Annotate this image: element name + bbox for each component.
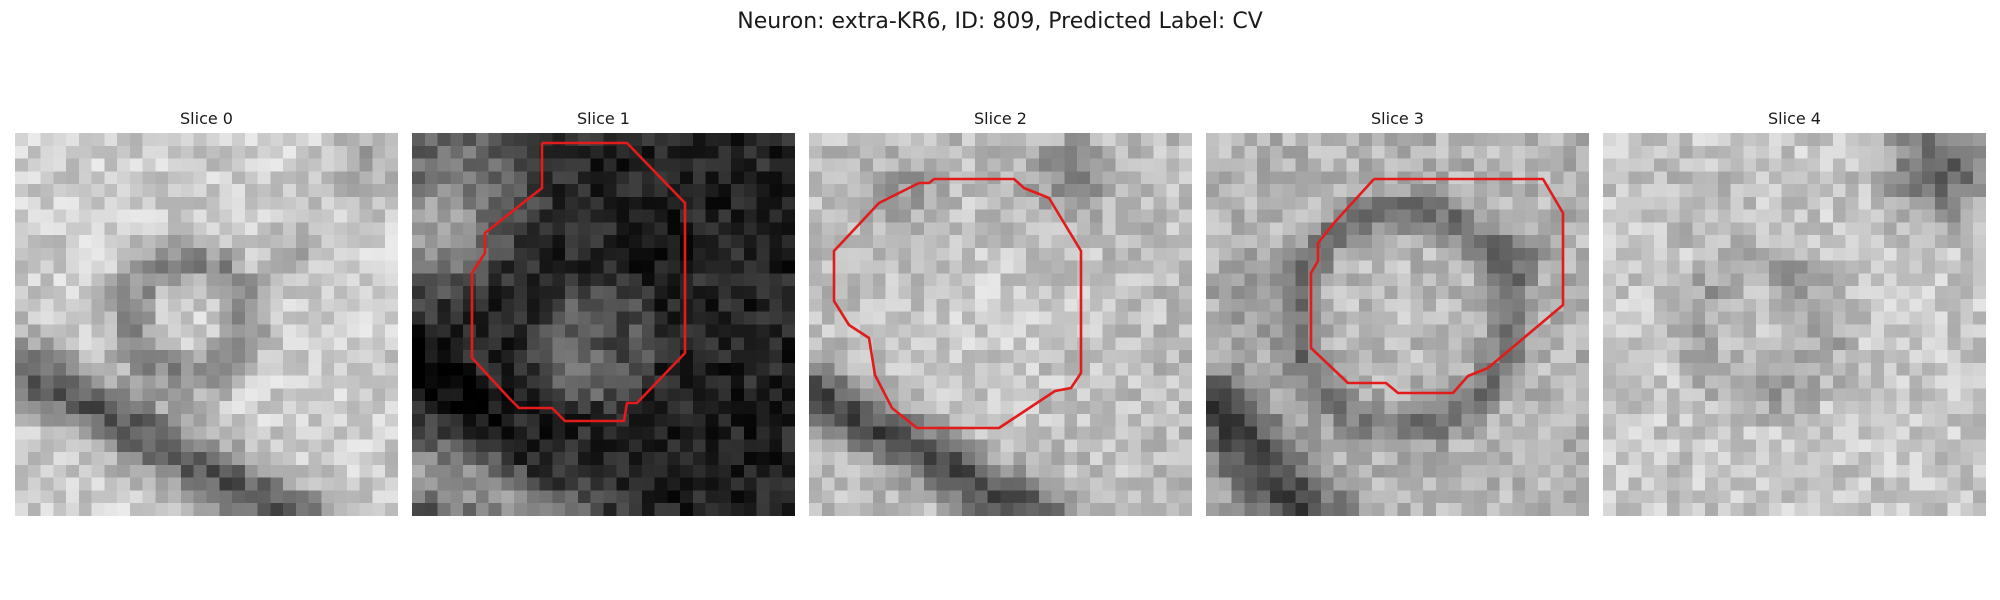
slice-panel-2: Slice 2 [809,108,1192,516]
slice-image-2 [809,133,1192,516]
slice-title-1: Slice 1 [577,109,630,128]
slice-panel-1: Slice 1 [412,108,795,516]
slice-title-2: Slice 2 [974,109,1027,128]
slice-2-contour [832,177,1083,430]
slice-2-micrograph [809,133,1192,516]
slice-panel-4: Slice 4 [1603,108,1986,516]
slice-1-micrograph [412,133,795,516]
contour-outline [470,141,687,423]
slice-image-0 [15,133,398,516]
slice-1-contour [470,141,687,423]
slice-title-3: Slice 3 [1371,109,1424,128]
slice-0-micrograph [15,133,398,516]
slice-image-3 [1206,133,1589,516]
slice-title-0: Slice 0 [180,109,233,128]
figure-title: Neuron: extra-KR6, ID: 809, Predicted La… [737,9,1263,34]
slice-image-4 [1603,133,1986,516]
slice-panel-3: Slice 3 [1206,108,1589,516]
slice-3-contour [1309,177,1565,395]
contour-outline [832,177,1083,430]
slice-3-micrograph [1206,133,1589,516]
contour-outline [1309,177,1565,395]
slice-4-micrograph [1603,133,1986,516]
slice-title-4: Slice 4 [1768,109,1821,128]
slice-image-1 [412,133,795,516]
slice-panel-0: Slice 0 [15,108,398,516]
